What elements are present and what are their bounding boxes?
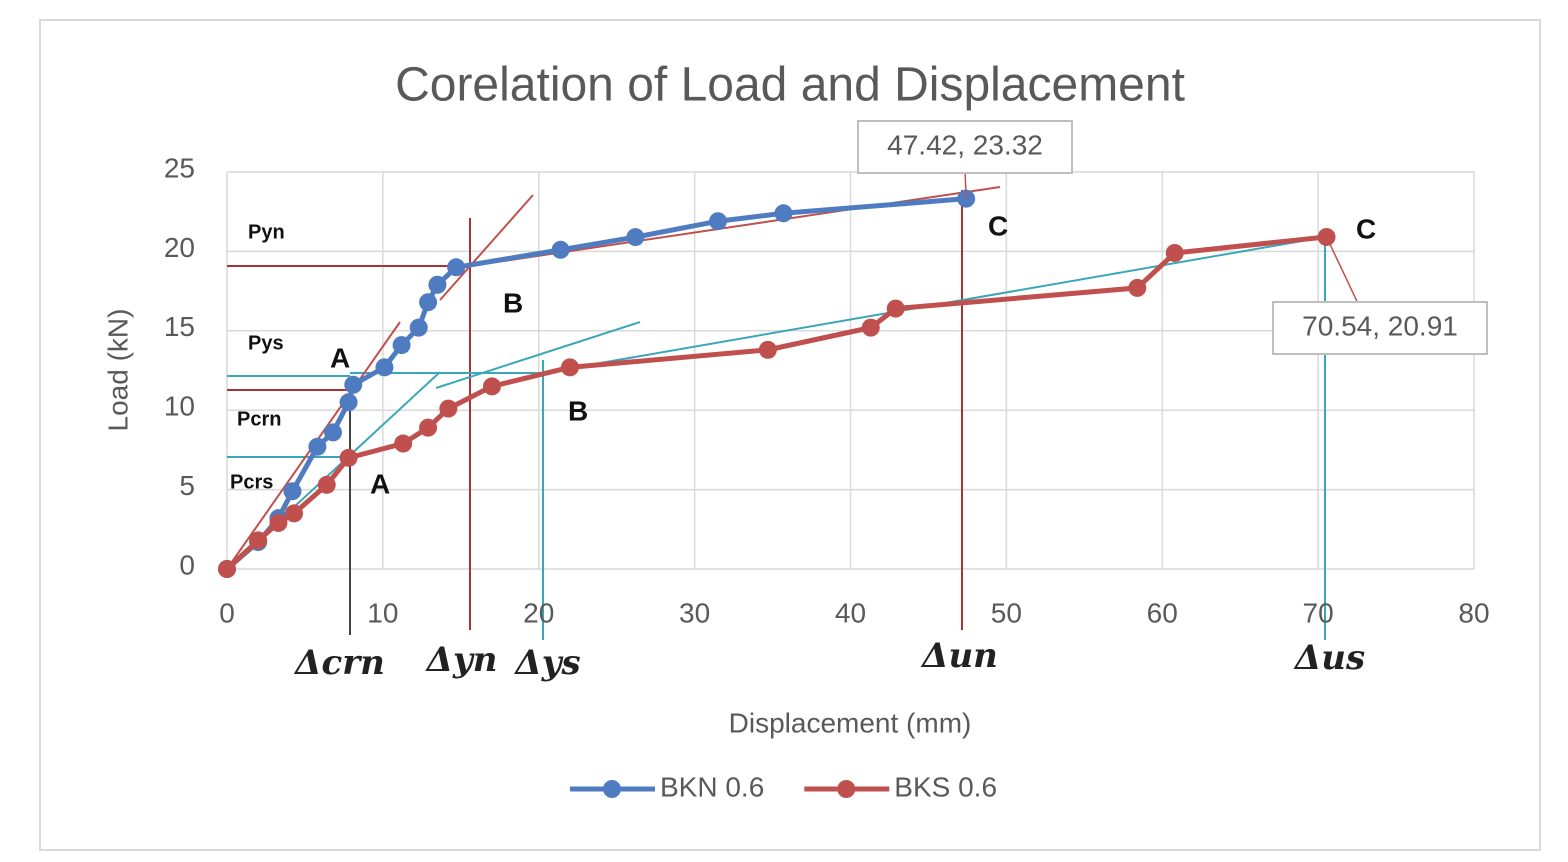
annotation: Pcrn: [237, 408, 281, 430]
marker: [308, 437, 327, 456]
legend-marker: [603, 780, 621, 798]
x-tick-label: 30: [679, 597, 710, 628]
x-tick-label: 10: [367, 597, 398, 628]
marker: [394, 434, 413, 453]
label-box: [857, 120, 1073, 174]
marker: [419, 418, 438, 437]
x-tick-label: 70: [1303, 597, 1334, 628]
x-tick-label: 0: [219, 597, 235, 628]
marker: [317, 475, 336, 494]
marker: [323, 423, 342, 442]
marker: [551, 240, 570, 259]
annotation: Δus: [1293, 638, 1365, 678]
y-tick-label: 25: [164, 152, 195, 183]
marker: [560, 358, 579, 377]
y-tick-label: 20: [164, 232, 195, 263]
marker: [375, 358, 394, 377]
y-axis-label: Load (kN): [102, 309, 133, 432]
marker: [482, 377, 501, 396]
chart-frame: [39, 19, 1541, 851]
y-tick-label: 5: [179, 470, 195, 501]
annotation: Pys: [248, 332, 284, 354]
annotation: A: [370, 468, 390, 499]
marker: [1128, 278, 1147, 297]
marker: [1165, 243, 1184, 262]
ref-line: [439, 194, 534, 301]
annotation: A: [330, 342, 350, 373]
marker: [249, 531, 268, 550]
x-tick-label: 50: [991, 597, 1022, 628]
y-tick-label: 15: [164, 311, 195, 342]
label-box: [1272, 301, 1488, 355]
marker: [447, 258, 466, 277]
y-tick-label: 0: [179, 549, 195, 580]
marker: [626, 228, 645, 247]
marker: [218, 560, 236, 578]
annotation: Δyn: [425, 640, 498, 680]
annotation: C: [1356, 213, 1376, 244]
x-axis-label: Displacement (mm): [729, 707, 972, 738]
y-tick-label: 10: [164, 391, 195, 422]
x-tick-label: 20: [523, 597, 554, 628]
x-tick-label: 60: [1147, 597, 1178, 628]
annotation: Pyn: [248, 221, 285, 243]
data-label: 70.54, 20.91: [1302, 310, 1458, 341]
legend-label: BKN 0.6: [660, 771, 764, 802]
marker: [339, 393, 358, 412]
ref-line: [435, 321, 641, 389]
x-tick-label: 80: [1458, 597, 1489, 628]
x-tick-label: 40: [835, 597, 866, 628]
annotation: Pcrs: [230, 471, 273, 493]
legend-label: BKS 0.6: [894, 771, 997, 802]
marker: [344, 375, 363, 394]
marker: [886, 299, 905, 318]
annotation: B: [503, 287, 523, 318]
marker: [439, 399, 458, 418]
marker: [392, 336, 411, 355]
annotation: B: [568, 395, 588, 426]
legend-marker: [837, 780, 856, 798]
marker: [283, 482, 302, 501]
marker: [339, 448, 358, 467]
marker: [709, 212, 728, 231]
marker: [419, 293, 438, 312]
data-label: 47.42, 23.32: [887, 129, 1043, 160]
marker: [269, 513, 288, 532]
annotation: Δcrn: [293, 643, 385, 683]
annotation: Δun: [920, 636, 998, 676]
marker: [285, 504, 304, 523]
marker: [428, 275, 447, 294]
annotation: Δys: [513, 643, 580, 683]
marker: [758, 340, 777, 359]
marker: [774, 204, 793, 223]
annotation: C: [988, 210, 1008, 241]
marker: [861, 318, 880, 337]
chart-title: Corelation of Load and Displacement: [395, 59, 1185, 112]
marker: [409, 318, 428, 337]
